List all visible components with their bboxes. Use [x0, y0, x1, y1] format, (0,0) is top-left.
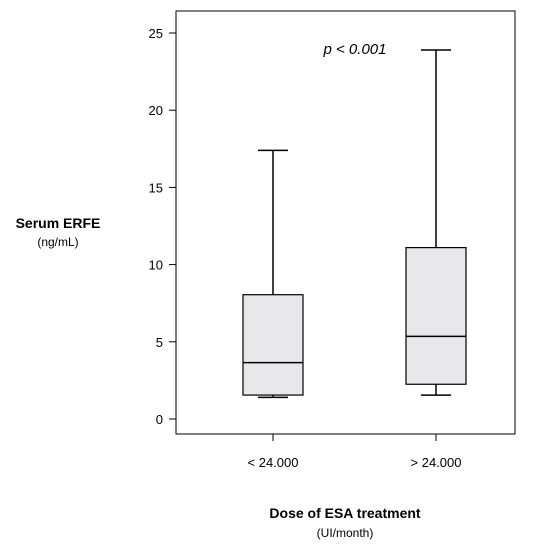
- y-tick-label: 5: [156, 335, 163, 350]
- y-tick-label: 25: [149, 26, 163, 41]
- y-tick-label: 0: [156, 412, 163, 427]
- plot-area-frame: [175, 10, 516, 435]
- y-axis-title: Serum ERFE: [15, 215, 101, 231]
- x-axis-unit: (UI/month): [316, 526, 374, 540]
- box-group: [405, 49, 467, 396]
- iqr-box: [405, 247, 467, 385]
- box-plots: [242, 49, 467, 399]
- y-axis: 0 5 10 15 20 25: [149, 26, 176, 427]
- x-axis-title: Dose of ESA treatment: [269, 505, 421, 521]
- x-tick-label: > 24.000: [411, 455, 462, 470]
- box-group: [242, 149, 304, 399]
- x-tick-label: < 24.000: [248, 455, 299, 470]
- x-axis: < 24.000 > 24.000: [248, 434, 462, 470]
- iqr-box: [242, 294, 304, 396]
- y-tick-label: 15: [149, 180, 163, 195]
- y-axis-unit: (ng/mL): [37, 235, 79, 249]
- y-tick-label: 20: [149, 103, 163, 118]
- significance-annotation: p < 0.001: [323, 41, 387, 58]
- y-tick-label: 10: [149, 258, 163, 273]
